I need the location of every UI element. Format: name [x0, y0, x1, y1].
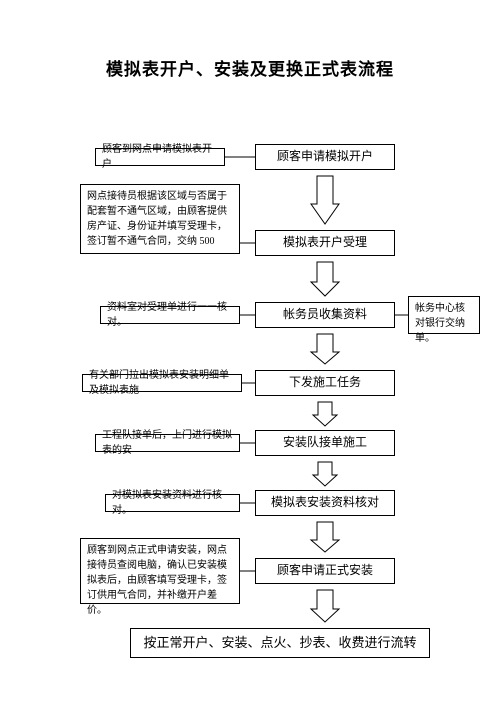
- note-1: 顾客到网点申请模拟表开户: [95, 148, 225, 166]
- note-6: 对模拟表安装资料进行核对。: [105, 494, 240, 512]
- step-2: 模拟表开户受理: [255, 230, 395, 256]
- note-2: 网点接待员根据该区域与否属于配套暂不通气区域，由顾客提供房产证、身份证并填写受理…: [80, 184, 240, 254]
- note-4: 有关部门拉出模拟表安装明细单及模拟表施: [82, 374, 242, 392]
- conn-n4-s4: [242, 382, 255, 384]
- note-3-right: 帐务中心核对银行交纳单。: [408, 296, 480, 334]
- arrow-s5-s6: [313, 462, 337, 486]
- step-4: 下发施工任务: [255, 370, 395, 396]
- step-7: 顾客申请正式安装: [255, 558, 395, 584]
- page: 模拟表开户、安装及更换正式表流程 顾客到网点申请模拟表开户 网点接待员根据该区域…: [0, 0, 500, 707]
- note-3-left: 资料室对受理单进行一一核对。: [100, 306, 240, 324]
- note-5: 工程队接单后，上门进行模拟表的安: [95, 434, 240, 452]
- conn-n1-s1: [225, 156, 255, 158]
- arrow-s3-s4: [311, 334, 339, 364]
- conn-s3-n3r: [395, 314, 408, 316]
- conn-n6-s6: [240, 502, 255, 504]
- arrow-s6-s7: [311, 522, 339, 552]
- page-title: 模拟表开户、安装及更换正式表流程: [0, 55, 500, 80]
- conn-n3-s3: [240, 314, 255, 316]
- arrow-s4-s5: [313, 402, 337, 426]
- arrow-s7-s8: [311, 590, 339, 622]
- arrow-s2-s3: [311, 262, 339, 296]
- conn-n7-s7: [240, 570, 255, 572]
- conn-n2-s2: [240, 242, 255, 244]
- arrow-s1-s2: [311, 176, 339, 224]
- step-8: 按正常开户、安装、点火、抄表、收费进行流转: [130, 628, 430, 658]
- step-5: 安装队接单施工: [255, 430, 395, 456]
- note-7: 顾客到网点正式申请安装，网点接待员查阅电脑，确认已安装模拟表后，由顾客填写受理卡…: [80, 538, 240, 604]
- step-3: 帐务员收集资料: [255, 302, 395, 328]
- step-6: 模拟表安装资料核对: [255, 490, 395, 516]
- conn-n5-s5: [240, 442, 255, 444]
- step-1: 顾客申请模拟开户: [255, 144, 395, 170]
